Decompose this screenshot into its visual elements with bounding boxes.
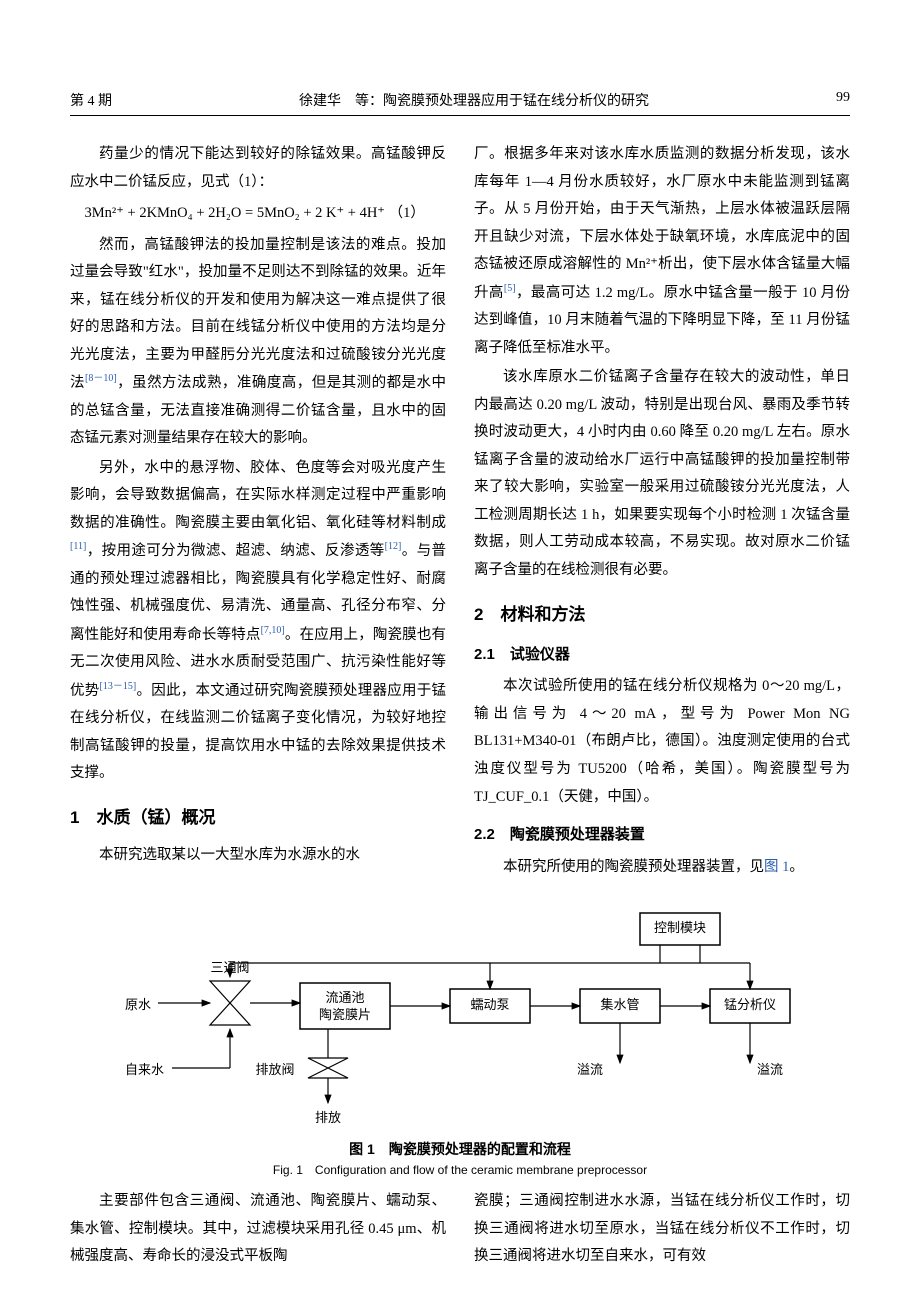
node-flowcell-l2: 陶瓷膜片 xyxy=(319,1007,371,1022)
para-3: 另外，水中的悬浮物、胶体、色度等会对吸光度产生影响，会导致数据偏高，在实际水样测… xyxy=(70,455,446,788)
para-r4-text: 本研究所使用的陶瓷膜预处理器装置，见 xyxy=(503,859,764,875)
flowchart-svg: 控制模块 三通阀 流通池 陶瓷膜片 蠕动泵 集水管 锰分析仪 原水 自来水 xyxy=(110,903,810,1133)
right-column: 厂。根据多年来对该水库水质监测的数据分析发现，该水库每年 1—4 月份水质较好，… xyxy=(474,141,850,883)
bottom-columns: 主要部件包含三通阀、流通池、陶瓷膜片、蠕动泵、集水管、控制模块。其中，过滤模块采… xyxy=(70,1188,850,1273)
node-drain-valve: 排放阀 xyxy=(255,1062,294,1077)
issue-number: 第 4 期 xyxy=(70,90,112,110)
para-r1: 厂。根据多年来对该水库水质监测的数据分析发现，该水库每年 1—4 月份水质较好，… xyxy=(474,141,850,362)
page-number: 99 xyxy=(836,90,850,110)
node-collector: 集水管 xyxy=(600,997,639,1012)
page-header: 第 4 期 徐建华 等：陶瓷膜预处理器应用于锰在线分析仪的研究 99 xyxy=(70,90,850,116)
para-r1b-text: ，最高可达 1.2 mg/L。原水中锰含量一般于 10 月份达到峰值，10 月末… xyxy=(474,285,850,356)
bottom-right-para: 瓷膜；三通阀控制进水水源，当锰在线分析仪工作时，切换三通阀将进水切至原水，当锰在… xyxy=(474,1188,850,1271)
equation-1: 3Mn²⁺ + 2KMnO₄ + 2H₂O = 5MnO₂ + 2 K⁺ + 4… xyxy=(70,200,446,228)
fig-1-ref: 图 1 xyxy=(764,859,789,875)
node-analyzer: 锰分析仪 xyxy=(724,997,776,1012)
figure-1: 控制模块 三通阀 流通池 陶瓷膜片 蠕动泵 集水管 锰分析仪 原水 自来水 xyxy=(70,903,850,1178)
para-r4-end: 。 xyxy=(789,859,804,875)
figure-1-caption-en: Fig. 1 Configuration and flow of the cer… xyxy=(70,1161,850,1178)
para-2b-text: ，虽然方法成熟，准确度高，但是其测的都是水中的总锰含量，无法直接准确测得二价锰含… xyxy=(70,375,446,446)
section-2-1-title: 2.1 试验仪器 xyxy=(474,641,850,670)
section-2-2-title: 2.2 陶瓷膜预处理器装置 xyxy=(474,821,850,850)
para-intro: 药量少的情况下能达到较好的除锰效果。高锰酸钾反应水中二价锰反应，见式（1）： xyxy=(70,141,446,196)
node-tap: 自来水 xyxy=(125,1062,164,1077)
para-3b-text: ，按用途可分为微滤、超滤、纳滤、反渗透等 xyxy=(86,543,384,559)
para-r4: 本研究所使用的陶瓷膜预处理器装置，见图 1。 xyxy=(474,854,850,882)
para-4: 本研究选取某以一大型水库为水源水的水 xyxy=(70,842,446,870)
bottom-left-para: 主要部件包含三通阀、流通池、陶瓷膜片、蠕动泵、集水管、控制模块。其中，过滤模块采… xyxy=(70,1188,446,1271)
section-2-title: 2 材料和方法 xyxy=(474,599,850,631)
bottom-right: 瓷膜；三通阀控制进水水源，当锰在线分析仪工作时，切换三通阀将进水切至原水，当锰在… xyxy=(474,1188,850,1273)
ref-8-10: [8－10] xyxy=(85,373,117,384)
node-control: 控制模块 xyxy=(654,920,706,935)
ref-13-15: [13－15] xyxy=(100,681,137,692)
node-pump: 蠕动泵 xyxy=(470,997,509,1012)
para-r2: 该水库原水二价锰离子含量存在较大的波动性，单日内最高达 0.20 mg/L 波动… xyxy=(474,364,850,584)
figure-1-caption-cn: 图 1 陶瓷膜预处理器的配置和流程 xyxy=(70,1139,850,1159)
node-overflow-2: 溢流 xyxy=(757,1062,783,1077)
running-title: 徐建华 等：陶瓷膜预处理器应用于锰在线分析仪的研究 xyxy=(299,90,649,110)
para-2: 然而，高锰酸钾法的投加量控制是该法的难点。投加过量会导致"红水"，投加量不足则达… xyxy=(70,232,446,453)
ref-12: [12] xyxy=(385,541,402,552)
para-r3: 本次试验所使用的锰在线分析仪规格为 0～20 mg/L，输出信号为 4～20 m… xyxy=(474,673,850,811)
node-overflow-1: 溢流 xyxy=(577,1062,603,1077)
para-2a-text: 然而，高锰酸钾法的投加量控制是该法的难点。投加过量会导致"红水"，投加量不足则达… xyxy=(70,237,446,392)
node-flowcell-l1: 流通池 xyxy=(325,990,364,1005)
node-drain: 排放 xyxy=(315,1110,341,1125)
bottom-left: 主要部件包含三通阀、流通池、陶瓷膜片、蠕动泵、集水管、控制模块。其中，过滤模块采… xyxy=(70,1188,446,1273)
node-raw: 原水 xyxy=(125,997,151,1012)
ref-11: [11] xyxy=(70,541,86,552)
ref-5: [5] xyxy=(504,283,516,294)
ref-7-10: [7,10] xyxy=(261,625,285,636)
section-1-title: 1 水质（锰）概况 xyxy=(70,802,446,834)
main-columns: 药量少的情况下能达到较好的除锰效果。高锰酸钾反应水中二价锰反应，见式（1）： 3… xyxy=(70,141,850,883)
para-3a-text: 另外，水中的悬浮物、胶体、色度等会对吸光度产生影响，会导致数据偏高，在实际水样测… xyxy=(70,460,446,531)
para-3e-text: 。因此，本文通过研究陶瓷膜预处理器应用于锰在线分析仪，在线监测二价锰离子变化情况… xyxy=(70,683,446,782)
left-column: 药量少的情况下能达到较好的除锰效果。高锰酸钾反应水中二价锰反应，见式（1）： 3… xyxy=(70,141,446,883)
para-r1a-text: 厂。根据多年来对该水库水质监测的数据分析发现，该水库每年 1—4 月份水质较好，… xyxy=(474,146,850,301)
